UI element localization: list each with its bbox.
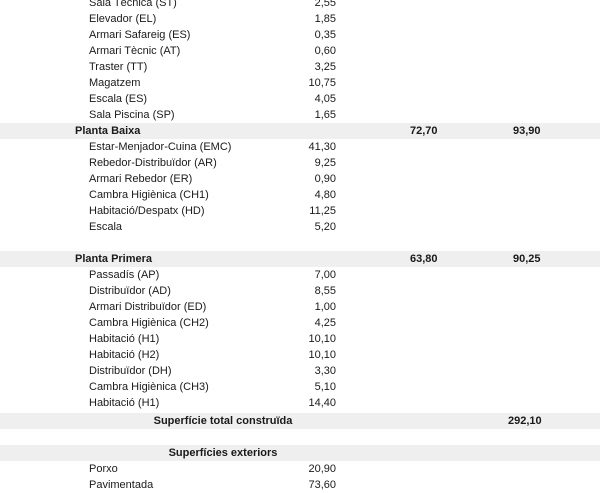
room-row: Habitació/Despatx (HD) 11,25 xyxy=(0,203,600,219)
room-area: 9,25 xyxy=(314,157,336,169)
room-row: Elevador (EL) 1,85 xyxy=(0,11,600,27)
room-area: 4,80 xyxy=(314,189,336,201)
room-area: 41,30 xyxy=(308,141,336,153)
room-name: Distribuïdor (AD) xyxy=(89,285,171,297)
section-built-area: 93,90 xyxy=(513,125,541,137)
room-area: 7,00 xyxy=(314,269,336,281)
room-row: Cambra Higiènica (CH1) 4,80 xyxy=(0,187,600,203)
room-area: 10,75 xyxy=(308,77,336,89)
room-row: Armari Rebedor (ER) 0,90 xyxy=(0,171,600,187)
total-row: Superfície total construïda 292,10 xyxy=(0,413,600,429)
room-name: Cambra Higiènica (CH3) xyxy=(89,381,209,393)
section-useful-area: 72,70 xyxy=(410,125,438,137)
room-row: Estar-Menjador-Cuina (EMC) 41,30 xyxy=(0,139,600,155)
room-name: Cambra Higiènica (CH2) xyxy=(89,317,209,329)
exteriors-rows: Porxo 20,90 Pavimentada 73,60 xyxy=(0,461,600,493)
room-row: Habitació (H1) 14,40 xyxy=(0,395,600,411)
room-area: 0,35 xyxy=(314,29,336,41)
room-name: Passadís (AP) xyxy=(89,269,160,281)
room-row: Sala Tècnica (ST) 2,55 xyxy=(0,0,600,11)
room-row: Escala (ES) 4,05 xyxy=(0,91,600,107)
room-name: Habitació (H1) xyxy=(89,333,160,345)
room-row: Cambra Higiènica (CH3) 5,10 xyxy=(0,379,600,395)
room-area: 4,25 xyxy=(314,317,336,329)
room-row: Armari Safareig (ES) 0,35 xyxy=(0,27,600,43)
total-label: Superfície total construïda xyxy=(153,415,293,427)
room-name: Armari Safareig (ES) xyxy=(89,29,191,41)
section-header-planta-baixa: Planta Baixa 72,70 93,90 xyxy=(0,123,600,139)
room-name: Sala Piscina (SP) xyxy=(89,109,175,121)
room-name: Estar-Menjador-Cuina (EMC) xyxy=(89,141,232,153)
room-row: Armari Tècnic (AT) 0,60 xyxy=(0,43,600,59)
room-name: Escala xyxy=(89,221,123,233)
room-row: Habitació (H2) 10,10 xyxy=(0,347,600,363)
room-name: Cambra Higiènica (CH1) xyxy=(89,189,209,201)
room-name: Habitació (H2) xyxy=(89,349,160,361)
room-area: 20,90 xyxy=(308,463,336,475)
room-row: Magatzem 10,75 xyxy=(0,75,600,91)
room-name: Elevador (EL) xyxy=(89,13,157,25)
room-row: Armari Distribuïdor (ED) 1,00 xyxy=(0,299,600,315)
room-row: Sala Piscina (SP) 1,65 xyxy=(0,107,600,123)
room-area: 10,10 xyxy=(308,333,336,345)
room-row: Pavimentada 73,60 xyxy=(0,477,600,493)
room-name: Armari Tècnic (AT) xyxy=(89,45,181,57)
room-area: 4,05 xyxy=(314,93,336,105)
room-row: Traster (TT) 3,25 xyxy=(0,59,600,75)
room-name: Traster (TT) xyxy=(89,61,148,73)
room-area: 10,10 xyxy=(308,349,336,361)
room-area: 73,60 xyxy=(308,479,336,491)
room-name: Magatzem xyxy=(89,77,141,89)
room-area: 14,40 xyxy=(308,397,336,409)
room-name: Distribuïdor (DH) xyxy=(89,365,172,377)
room-row: Distribuïdor (DH) 3,30 xyxy=(0,363,600,379)
section-useful-area: 63,80 xyxy=(410,253,438,265)
room-area: 1,65 xyxy=(314,109,336,121)
room-area: 3,25 xyxy=(314,61,336,73)
planta-baixa-rows: Estar-Menjador-Cuina (EMC) 41,30 Rebedor-D… xyxy=(0,139,600,235)
room-name: Escala (ES) xyxy=(89,93,148,105)
room-area: 8,55 xyxy=(314,285,336,297)
room-area: 2,55 xyxy=(314,0,336,9)
room-name: Armari Distribuïdor (ED) xyxy=(89,301,207,313)
room-area: 5,10 xyxy=(314,381,336,393)
room-area: 1,85 xyxy=(314,13,336,25)
room-area: 3,30 xyxy=(314,365,336,377)
section-title: Planta Baixa xyxy=(75,125,141,137)
spacer xyxy=(0,429,600,445)
room-area: 11,25 xyxy=(309,205,336,217)
room-name: Rebedor-Distribuïdor (AR) xyxy=(89,157,217,169)
room-name: Habitació/Despatx (HD) xyxy=(89,205,205,217)
room-name: Sala Tècnica (ST) xyxy=(89,0,177,9)
room-row: Cambra Higiènica (CH2) 4,25 xyxy=(0,315,600,331)
exteriors-header: Superfícies exteriors xyxy=(0,445,600,461)
room-row: Distribuïdor (AD) 8,55 xyxy=(0,283,600,299)
room-row: Passadís (AP) 7,00 xyxy=(0,267,600,283)
room-area: 0,90 xyxy=(314,173,336,185)
room-area: 0,60 xyxy=(314,45,336,57)
exteriors-title: Superfícies exteriors xyxy=(168,447,278,459)
total-value: 292,10 xyxy=(508,415,542,427)
room-row: Escala 5,20 xyxy=(0,219,600,235)
section-title: Planta Primera xyxy=(75,253,153,265)
section-built-area: 90,25 xyxy=(513,253,541,265)
room-name: Porxo xyxy=(89,463,118,475)
planta-primera-rows: Passadís (AP) 7,00 Distribuïdor (AD) 8,55 Ar… xyxy=(0,267,600,411)
spacer xyxy=(0,235,600,251)
room-name: Habitació (H1) xyxy=(89,397,160,409)
room-area: 1,00 xyxy=(314,301,336,313)
room-name: Armari Rebedor (ER) xyxy=(89,173,193,185)
room-row: Rebedor-Distribuïdor (AR) 9,25 xyxy=(0,155,600,171)
top-rows-group: Sala Tècnica (ST) 2,55 Elevador (EL) 1,85 Ar… xyxy=(0,0,600,123)
room-row: Porxo 20,90 xyxy=(0,461,600,477)
section-header-planta-primera: Planta Primera 63,80 90,25 xyxy=(0,251,600,267)
room-area: 5,20 xyxy=(314,221,336,233)
room-row: Habitació (H1) 10,10 xyxy=(0,331,600,347)
room-name: Pavimentada xyxy=(89,479,154,491)
